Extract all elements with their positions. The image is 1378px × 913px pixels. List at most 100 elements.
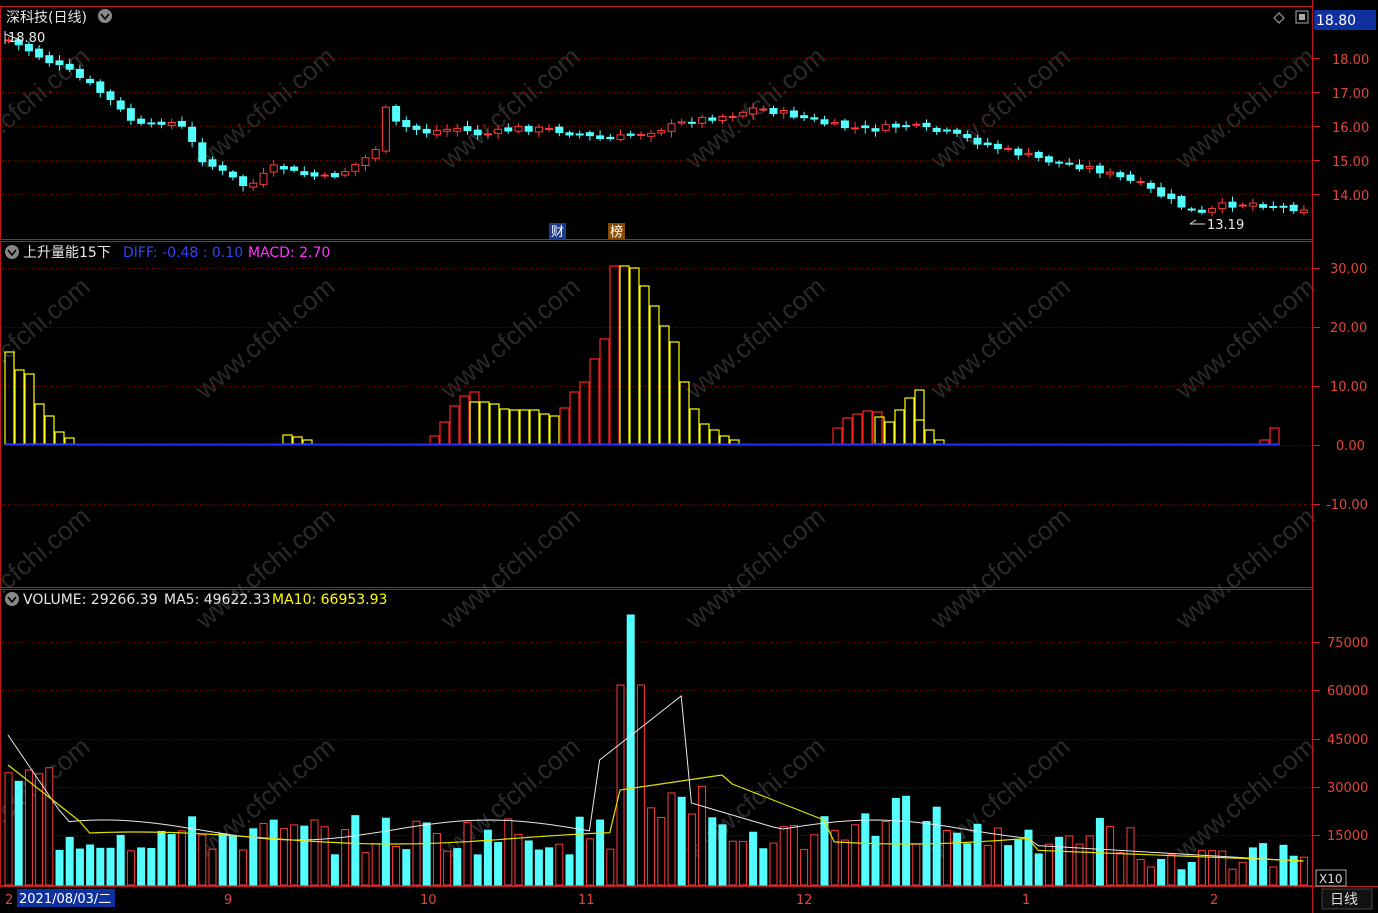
volume-bar — [1126, 827, 1135, 886]
volume-bar — [96, 847, 105, 886]
volume-bar — [55, 849, 64, 886]
indicator-bar — [689, 408, 700, 445]
volume-bar — [300, 825, 309, 886]
volume-bar — [269, 819, 278, 886]
volume-bar — [830, 829, 839, 886]
indicator-dropdown-icon[interactable] — [5, 245, 19, 259]
candle-body — [759, 108, 768, 111]
volume-tick: 15000 — [1327, 829, 1368, 844]
indicator-bar — [699, 423, 710, 445]
month-label: 11 — [578, 893, 595, 908]
candle-body — [147, 122, 156, 125]
candle-body — [953, 129, 962, 134]
volume-bar — [1228, 868, 1237, 886]
volume-bar — [1146, 866, 1155, 886]
indicator-bar — [659, 325, 670, 445]
candle-body — [75, 68, 84, 78]
volume-tick: 60000 — [1327, 684, 1368, 699]
volume-dropdown-icon[interactable] — [5, 592, 19, 606]
volume-bar — [453, 848, 462, 886]
candle-body — [473, 129, 482, 136]
volume-bar — [1055, 836, 1064, 886]
high-marker-arrow — [4, 31, 21, 44]
candle-body — [218, 165, 227, 171]
indicator-bar — [1269, 427, 1280, 445]
indicator-bar — [64, 437, 75, 445]
candle-body — [820, 119, 829, 125]
candle-body — [432, 129, 441, 136]
indicator-tick: 10.00 — [1330, 380, 1367, 395]
indicator-panel-frame — [0, 241, 1313, 588]
volume-bar — [534, 849, 543, 886]
volume-bar — [137, 847, 146, 886]
indicator-bar — [639, 285, 650, 445]
candle-body — [188, 126, 197, 142]
indicator-bar — [862, 410, 873, 445]
price-tick: 17.00 — [1332, 87, 1369, 102]
volume-bar — [891, 797, 900, 886]
candle-body — [626, 133, 635, 136]
indicator-bar — [34, 403, 45, 445]
volume-bar — [1289, 855, 1298, 886]
candle-body — [1014, 148, 1023, 156]
diamond-icon[interactable] — [1273, 12, 1285, 24]
candle-body — [24, 43, 33, 52]
candle-body — [1116, 172, 1125, 178]
volume-bar — [412, 820, 421, 886]
indicator-tick: -10.00 — [1326, 498, 1368, 513]
candle-body — [698, 117, 707, 124]
candle-body — [779, 110, 788, 114]
volume-bar — [463, 821, 472, 886]
indicator-bar — [924, 429, 935, 445]
candle-body — [983, 142, 992, 146]
indicator-bar — [429, 435, 440, 445]
window-toggle-icon[interactable] — [1295, 10, 1309, 24]
period-button[interactable] — [1321, 888, 1373, 910]
indicator-bar — [569, 391, 580, 445]
volume-bar — [381, 817, 390, 886]
volume-ma5: MA5: 49622.33 — [164, 592, 271, 608]
period-button-label: 日线 — [1330, 892, 1358, 908]
volume-bar — [922, 820, 931, 886]
volume-bar — [504, 818, 513, 886]
candle-body — [228, 171, 237, 178]
candle-body — [1126, 174, 1135, 181]
volume-bar — [555, 843, 564, 886]
indicator-bar — [649, 305, 660, 445]
volume-bar — [218, 833, 227, 886]
volume-bar — [392, 846, 401, 886]
candle-body — [1055, 161, 1064, 164]
volume-axis: 75000 60000 45000 30000 15000 — [1327, 636, 1368, 844]
volume-bar — [310, 819, 319, 886]
volume-bar — [800, 849, 809, 886]
candle-body — [677, 121, 686, 124]
volume-bar — [1065, 835, 1074, 886]
current-price-label: 18.80 — [1316, 13, 1356, 29]
ranking-badge[interactable] — [608, 223, 625, 239]
volume-bar — [14, 780, 23, 886]
watermark-text: www.cfchi.com — [679, 501, 831, 635]
volume-bar — [198, 834, 207, 886]
volume-bar — [565, 854, 574, 886]
price-tick: 18.00 — [1332, 53, 1369, 68]
candle-body — [963, 134, 972, 139]
volume-bar — [657, 817, 666, 886]
indicator-name: 上升量能15下 — [23, 245, 111, 261]
candle-body — [1279, 205, 1288, 208]
candle-body — [494, 128, 503, 134]
candle-body — [392, 105, 401, 122]
volume-bar — [422, 822, 431, 886]
watermark-text: www.cfchi.com — [1169, 731, 1321, 865]
indicator-bar — [914, 389, 925, 445]
candle-body — [453, 127, 462, 132]
title-dropdown-icon[interactable] — [98, 9, 112, 23]
month-label: 9 — [224, 893, 232, 908]
indicator-bar — [549, 415, 560, 445]
candle-body — [361, 157, 370, 167]
candle-body — [65, 63, 74, 70]
watermark-text: www.cfchi.com — [924, 41, 1076, 175]
finance-badge[interactable] — [549, 223, 566, 239]
price-axis-ticks — [1313, 58, 1320, 836]
month-label: 12 — [796, 893, 813, 908]
candle-body — [902, 125, 911, 128]
